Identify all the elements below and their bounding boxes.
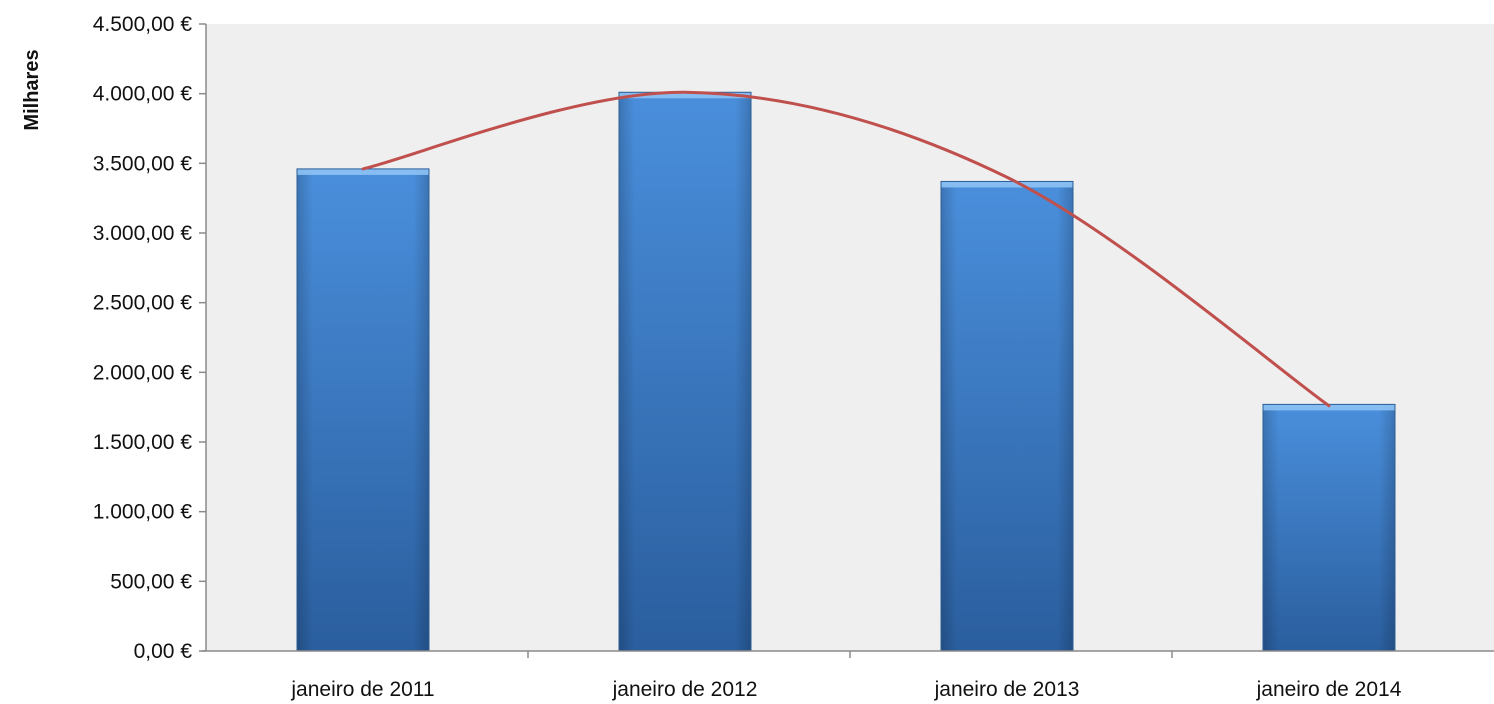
y-tick-label: 1.000,00 € <box>93 501 193 524</box>
y-tick-label: 2.500,00 € <box>93 292 193 315</box>
bar <box>940 180 1074 652</box>
x-tick-label: janeiro de 2014 <box>1256 678 1402 701</box>
y-tick-label: 1.500,00 € <box>93 431 193 454</box>
y-tick-label: 3.500,00 € <box>93 152 193 175</box>
bar <box>296 168 430 652</box>
x-tick-label: janeiro de 2013 <box>934 678 1080 701</box>
trendline <box>361 90 1331 408</box>
y-tick-label: 3.000,00 € <box>93 222 193 245</box>
x-tick-label: janeiro de 2011 <box>290 678 434 701</box>
y-tick-label: 0,00 € <box>134 640 193 663</box>
y-tick-label: 500,00 € <box>110 570 192 593</box>
y-tick-label: 4.500,00 € <box>93 13 193 36</box>
y-tick-label: 2.000,00 € <box>93 361 193 384</box>
bar <box>618 91 752 652</box>
y-tick-label: 4.000,00 € <box>93 83 193 106</box>
bar <box>1262 403 1396 652</box>
y-axis-title: Milhares <box>21 49 43 130</box>
x-tick-label: janeiro de 2012 <box>612 678 758 701</box>
